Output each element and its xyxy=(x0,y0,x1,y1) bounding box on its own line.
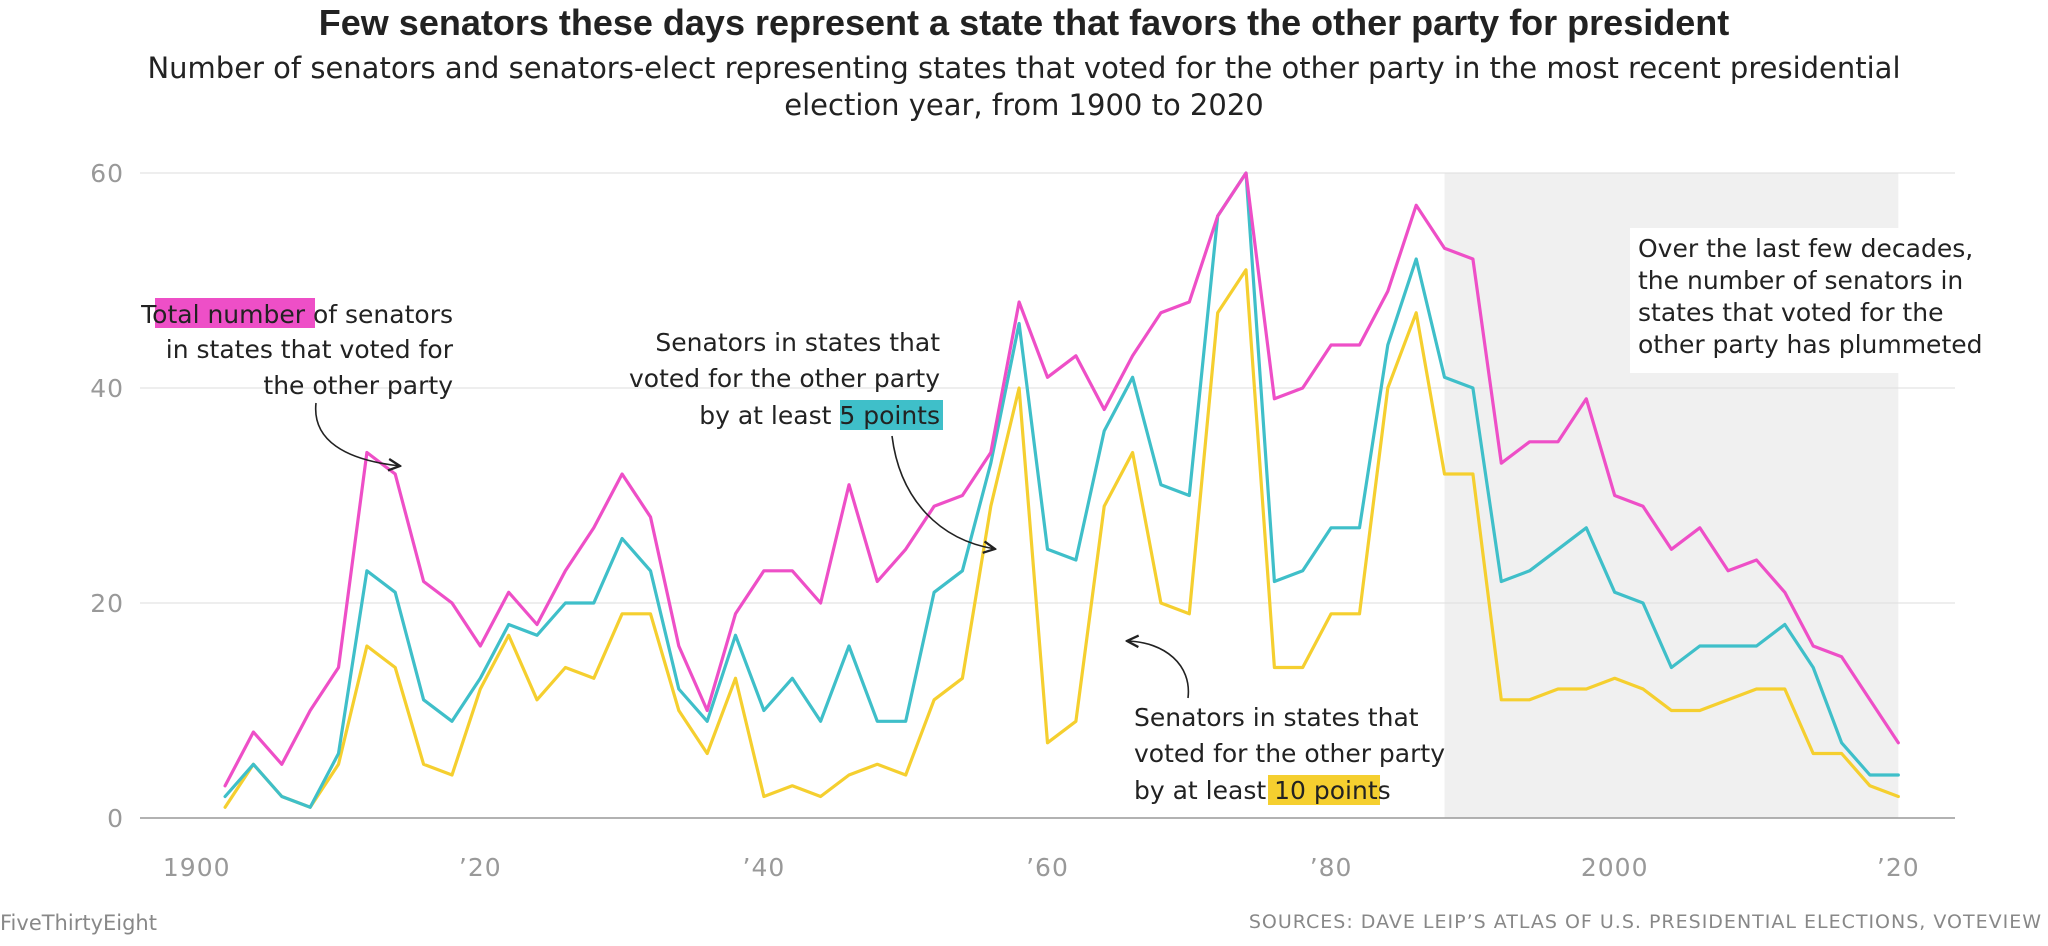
ten-annotation-line1: Senators in states that xyxy=(1134,703,1419,732)
ten-arrow xyxy=(1127,641,1190,699)
y-tick-label: 60 xyxy=(90,159,124,188)
recent-annotation-line2: the number of senators in xyxy=(1638,266,1963,295)
ten-annotation-line2: voted for the other party xyxy=(1134,739,1445,768)
gridlines xyxy=(140,172,1955,604)
total-annotation-line3: the other party xyxy=(263,371,453,400)
total-arrow xyxy=(314,402,400,466)
y-tick-label: 20 xyxy=(90,589,124,618)
series-line-five xyxy=(223,171,1900,809)
five-annotation-line1: Senators in states that xyxy=(655,328,940,357)
x-tick-label: ’40 xyxy=(743,853,786,882)
recent-annotation-line4: other party has plummeted xyxy=(1638,330,1983,359)
x-axis-ticks: 1900 ’20 ’40 ’60 ’80 2000 ’20 xyxy=(163,853,1920,882)
five-arrow xyxy=(891,435,995,549)
y-axis-ticks: 0 20 40 60 xyxy=(90,159,124,833)
five-highlight xyxy=(840,400,943,430)
five-annotation-line2: voted for the other party xyxy=(629,364,940,393)
y-tick-label: 0 xyxy=(107,804,124,833)
recent-annotation-line1: Over the last few decades, xyxy=(1638,234,1973,263)
chart-title: Few senators these days represent a stat… xyxy=(318,2,1730,43)
brand-logo: FiveThirtyEight xyxy=(0,911,157,935)
recent-annotation-background xyxy=(1630,228,2000,373)
five-annotation-line3: by at least 5 points xyxy=(699,401,940,430)
total-annotation-line2: in states that voted for xyxy=(166,335,454,364)
ten-annotation-line3: by at least 10 points xyxy=(1134,776,1391,805)
x-tick-label: ’60 xyxy=(1026,853,1069,882)
x-tick-label: ’20 xyxy=(1877,853,1920,882)
x-tick-label: ’20 xyxy=(459,853,502,882)
series-line-total xyxy=(223,171,1900,788)
series-lines xyxy=(223,171,1900,809)
source-note: SOURCES: DAVE LEIP’S ATLAS OF U.S. PRESI… xyxy=(1248,911,2042,933)
x-tick-label: ’80 xyxy=(1310,853,1353,882)
series-line-ten xyxy=(223,268,1900,809)
total-annotation-line1: Total number of senators xyxy=(140,300,453,329)
total-highlight xyxy=(155,298,315,328)
chart-subtitle: Number of senators and senators-elect re… xyxy=(147,51,1901,122)
recent-annotation-line3: states that voted for the xyxy=(1638,298,1943,327)
x-tick-label: 1900 xyxy=(163,853,231,882)
x-tick-label: 2000 xyxy=(1581,853,1649,882)
ten-highlight xyxy=(1268,775,1380,805)
y-tick-label: 40 xyxy=(90,374,124,403)
